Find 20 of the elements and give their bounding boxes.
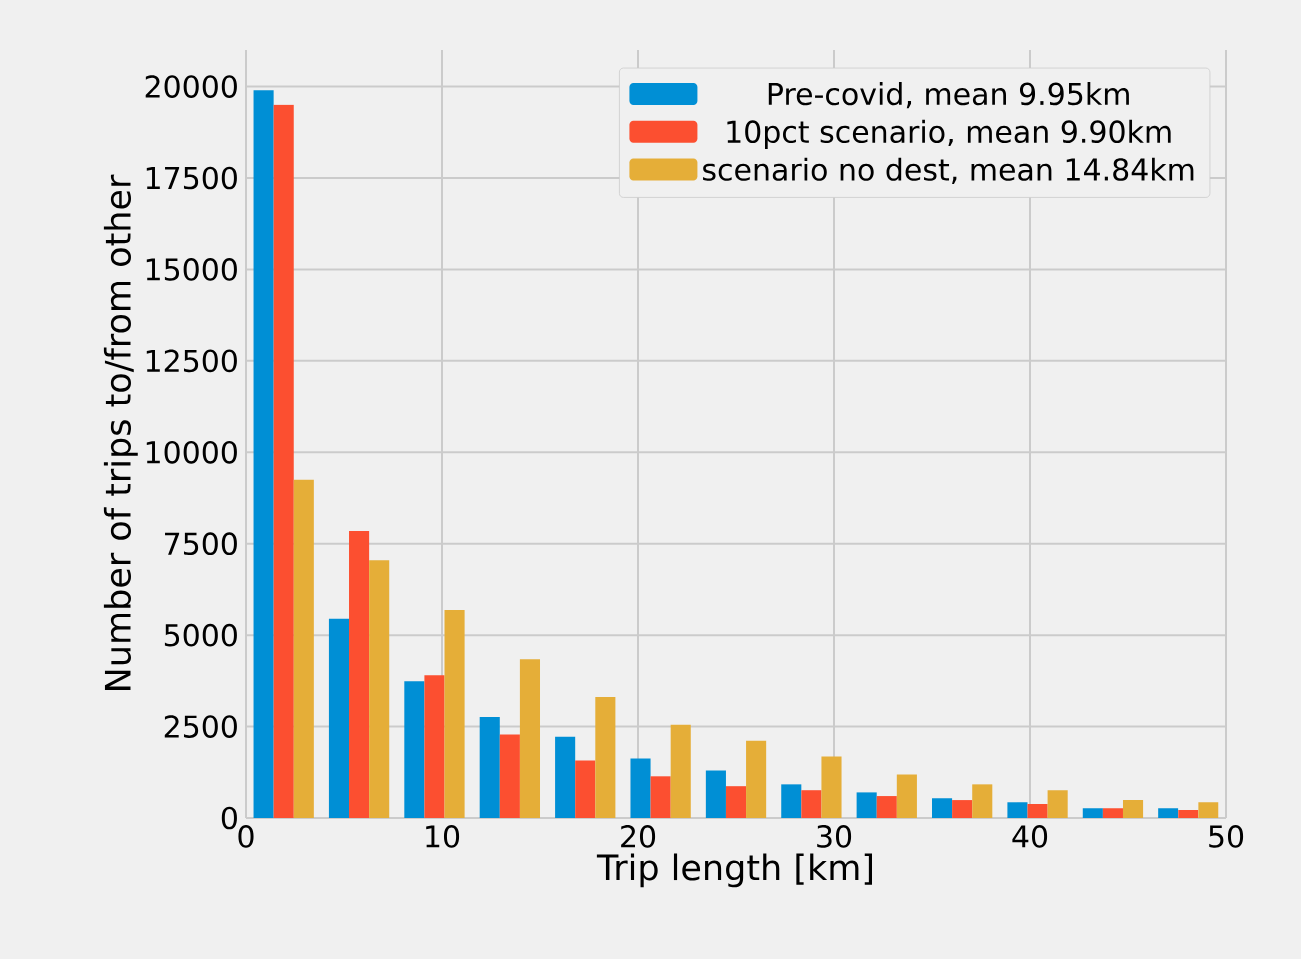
x-tick-label: 30 [817, 825, 852, 848]
legend-label: Pre-covid, mean 9.95km [768, 82, 1129, 109]
x-tick-label: 20 [621, 825, 656, 848]
x-tick-label: 40 [1012, 825, 1048, 848]
y-tick-label: 15000 [146, 258, 237, 281]
y-tick-label: 0 [221, 806, 237, 830]
y-tick-label: 12500 [146, 349, 237, 373]
y-tick-label: 5000 [164, 623, 237, 647]
x-tick-label: 10 [426, 825, 460, 848]
legend-label: scenario no dest, mean 14.84km [703, 157, 1194, 184]
y-axis-title: Number of trips to/from other [103, 174, 138, 690]
x-axis-title: Trip length [km] [596, 853, 872, 888]
x-tick-label: 50 [1209, 825, 1244, 848]
y-tick-label: 17500 [146, 166, 237, 190]
y-tick-label: 7500 [165, 532, 237, 556]
y-tick-label: 10000 [146, 440, 237, 464]
y-tick-label: 2500 [164, 715, 237, 738]
legend-label: 10pct scenario, mean 9.90km [727, 119, 1171, 149]
x-tick-label: 0 [238, 825, 254, 848]
y-tick-label: 20000 [145, 75, 237, 98]
